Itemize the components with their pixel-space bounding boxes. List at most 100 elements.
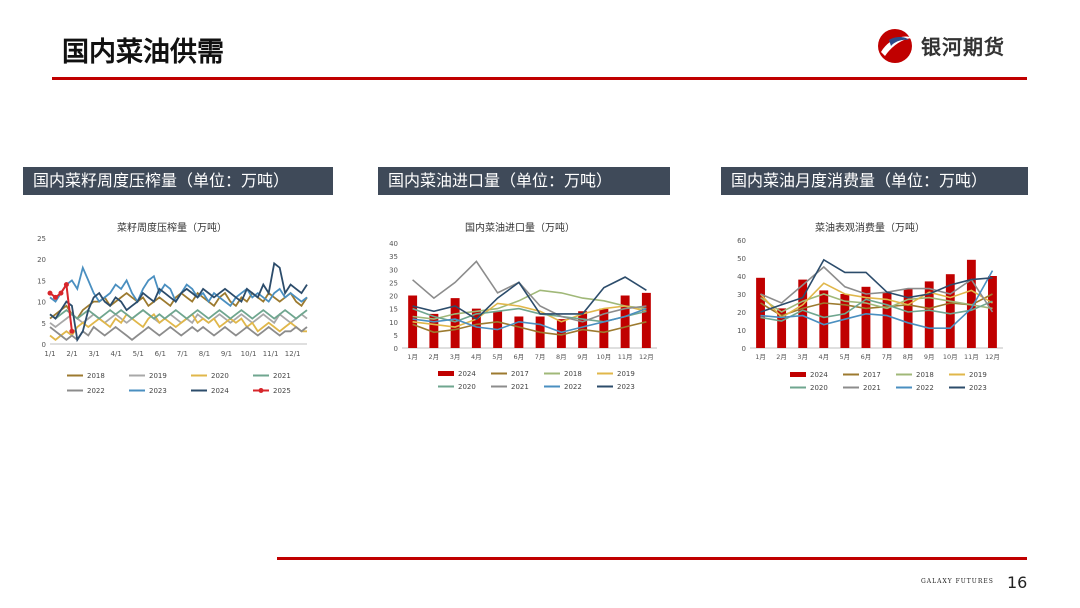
bar-2024 (620, 295, 630, 348)
series-line-2018 (760, 293, 993, 313)
legend-marker (258, 388, 264, 393)
x-tick-label: 12月 (639, 353, 654, 361)
y-tick-label: 10 (37, 299, 46, 307)
y-tick-label: 60 (737, 237, 746, 245)
series-line-2017 (412, 320, 647, 336)
x-tick-label: 7/1 (177, 350, 188, 358)
x-tick-label: 2/1 (66, 350, 77, 358)
x-tick-label: 2月 (429, 353, 440, 361)
y-tick-label: 40 (389, 240, 398, 248)
chart-title: 菜油表观消费量（万吨） (815, 221, 925, 234)
bar-2024 (599, 308, 609, 348)
bar-2024 (924, 281, 934, 348)
y-tick-label: 10 (737, 327, 746, 335)
y-tick-label: 10 (389, 319, 398, 327)
series-line-2021 (412, 260, 647, 323)
x-tick-label: 12月 (985, 353, 1000, 361)
panel-header-import: 国内菜油进口量（单位：万吨） (378, 167, 670, 195)
legend-label: 2019 (617, 370, 635, 378)
y-tick-label: 20 (37, 256, 46, 264)
legend-swatch (790, 372, 806, 377)
x-tick-label: 4/1 (111, 350, 122, 358)
consumption-monthly-chart: 菜油表观消费量（万吨） 0 10 20 30 40 50 60 1月 2月 3月 4月 5月 6月 7月 8月… (737, 221, 1003, 392)
series-line-2020 (760, 298, 993, 322)
legend-label: 2019 (149, 372, 167, 380)
y-tick-label: 25 (389, 279, 398, 287)
footer-brand: GALAXY FUTURES (921, 578, 994, 585)
series-point-2025 (58, 290, 64, 296)
series-line-2023 (760, 258, 993, 313)
x-tick-label: 6月 (861, 353, 872, 361)
panel-header-consumption: 国内菜油月度消费量（单位：万吨） (721, 167, 1028, 195)
legend-label: 2018 (916, 371, 934, 379)
y-tick-label: 50 (737, 255, 746, 263)
series-line-2019 (412, 302, 647, 328)
legend-label: 2024 (810, 371, 828, 379)
y-tick-label: 20 (737, 309, 746, 317)
bar-2024 (756, 277, 765, 348)
x-tick-label: 7月 (535, 353, 546, 361)
panel-header-crush: 国内菜籽周度压榨量（单位：万吨） (23, 167, 333, 195)
series-line-2018 (412, 289, 647, 320)
bar-2024 (840, 294, 850, 348)
y-tick-label: 0 (394, 345, 398, 353)
x-tick-label: 9/1 (221, 350, 232, 358)
x-tick-label: 2月 (776, 353, 787, 361)
series-line-2019 (49, 308, 308, 329)
y-tick-label: 0 (42, 341, 46, 349)
legend-label: 2020 (458, 383, 476, 391)
legend-label: 2017 (863, 371, 881, 379)
legend-label: 2023 (149, 387, 167, 395)
series-line-2022 (760, 270, 994, 329)
legend-swatch (438, 371, 454, 376)
legend-label: 2022 (564, 383, 582, 391)
bar-2024 (450, 298, 460, 348)
footer-divider (277, 557, 1027, 560)
x-tick-label: 8月 (556, 353, 567, 361)
series-line-2020 (49, 312, 307, 341)
legend-label: 2022 (916, 384, 934, 392)
legend-label: 2021 (273, 372, 291, 380)
series-line-2021 (49, 308, 308, 320)
series-line-2024 (49, 261, 308, 343)
bar-2024 (798, 279, 808, 348)
x-tick-label: 1月 (755, 353, 766, 361)
y-tick-label: 5 (394, 332, 398, 340)
x-tick-label: 6/1 (155, 350, 166, 358)
chart-title: 菜籽周度压榨量（万吨） (117, 221, 227, 234)
x-tick-label: 5月 (492, 353, 503, 361)
legend-label: 2019 (969, 371, 987, 379)
x-tick-label: 3月 (450, 353, 461, 361)
x-tick-label: 7月 (882, 353, 893, 361)
x-tick-label: 11/1 (263, 350, 279, 358)
legend-label: 2023 (969, 384, 987, 392)
series-point-2025 (69, 328, 75, 334)
brand-name: 银河期货 (921, 35, 1005, 59)
x-tick-label: 3月 (797, 353, 808, 361)
bar-2024 (556, 319, 566, 348)
x-tick-label: 10月 (596, 353, 611, 361)
x-tick-label: 9月 (577, 353, 588, 361)
bar-2024 (966, 259, 976, 348)
x-tick-label: 8/1 (199, 350, 210, 358)
y-tick-label: 15 (37, 277, 46, 285)
y-tick-label: 15 (389, 306, 398, 314)
bar-2024 (882, 292, 892, 348)
bar-2024 (819, 290, 829, 348)
legend-label: 2024 (458, 370, 476, 378)
bar-2024 (429, 313, 439, 348)
x-tick-label: 5月 (840, 353, 851, 361)
series-line-2019 (759, 282, 993, 319)
x-tick-label: 11月 (618, 353, 633, 361)
bar-2024 (514, 316, 524, 348)
series-point-2025 (52, 294, 58, 300)
legend-label: 2020 (810, 384, 828, 392)
x-tick-label: 11月 (964, 353, 979, 361)
legend-label: 2017 (511, 370, 529, 378)
bar-2024 (945, 274, 955, 348)
bar-2024 (777, 308, 787, 348)
series-line-2022 (412, 307, 647, 334)
chart-title: 国内菜油进口量（万吨） (465, 221, 575, 234)
series-line-2021 (760, 265, 994, 313)
x-tick-label: 1/1 (44, 350, 55, 358)
